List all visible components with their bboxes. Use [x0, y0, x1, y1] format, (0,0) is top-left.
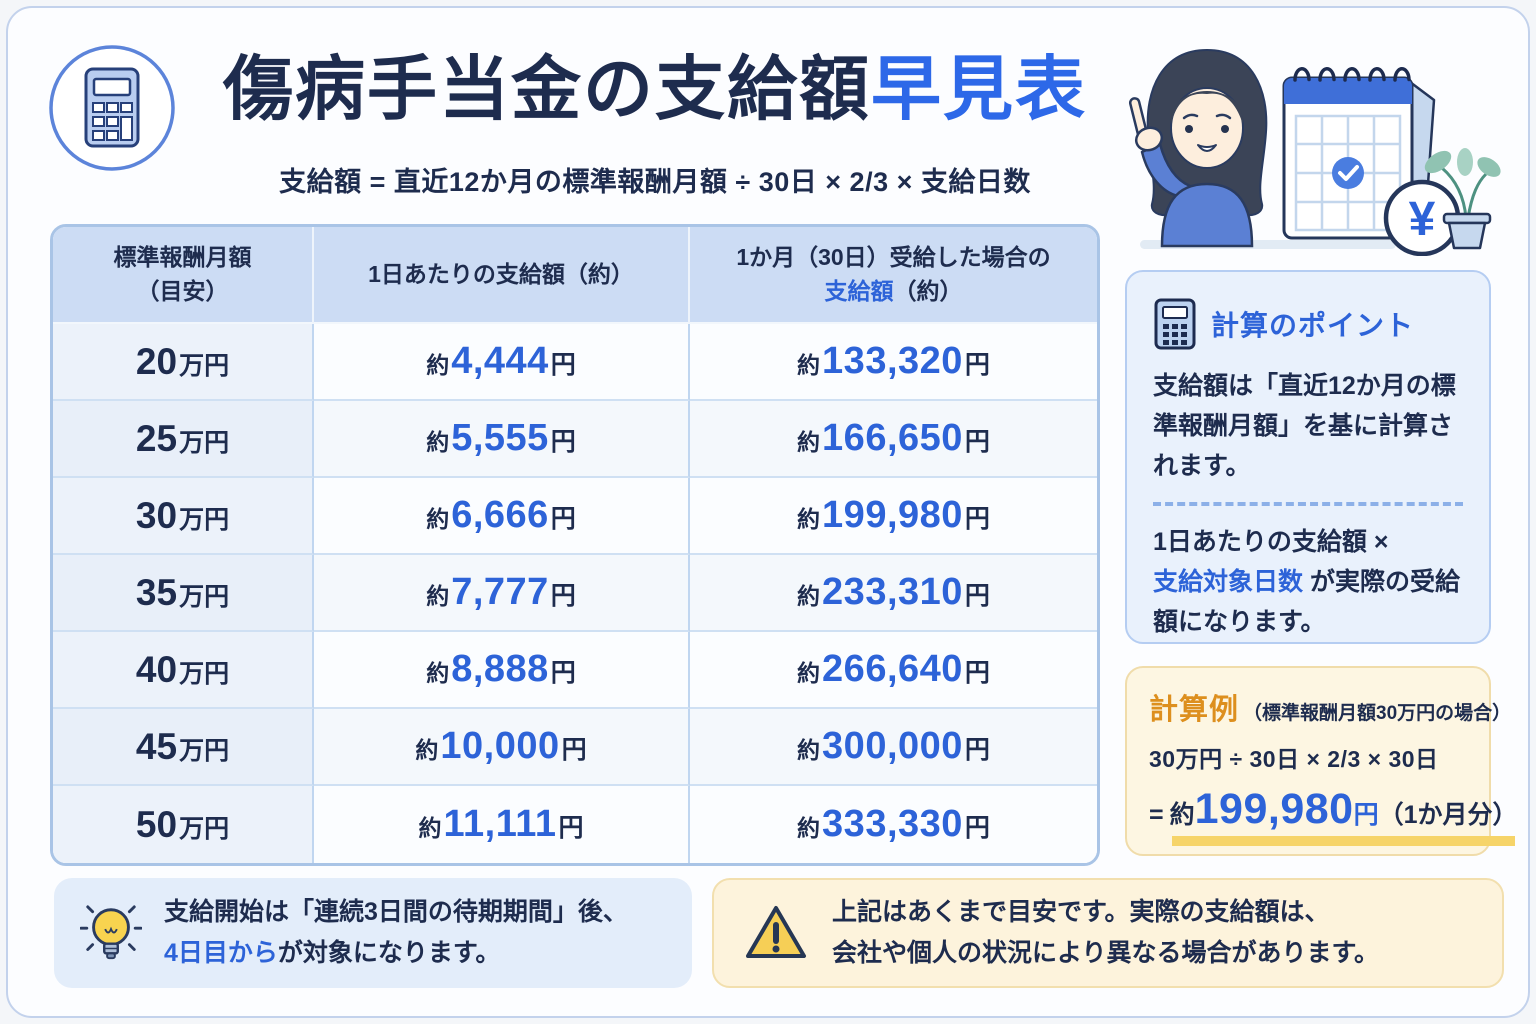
table-row: 50 万円 約 11,111 円 約 333,330 円	[53, 786, 1097, 863]
calculation-point-box: 計算のポイント 支給額は「直近12か月の標準報酬月額」を基に計算されます。 1日…	[1125, 270, 1491, 644]
table-header-row: 標準報酬月額 （目安） 1日あたりの支給額（約） 1か月（30日）受給した場合の支…	[53, 227, 1097, 324]
point-box-title: 計算のポイント	[1211, 310, 1415, 341]
payment-table: 標準報酬月額 （目安） 1日あたりの支給額（約） 1か月（30日）受給した場合の支…	[50, 224, 1100, 866]
table-row: 25 万円 約 5,555 円 約 166,650 円	[53, 401, 1097, 478]
table-row: 45 万円 約 10,000 円 約 300,000 円	[53, 709, 1097, 786]
title-main: 傷病手当金の支給額	[223, 50, 871, 128]
warning-text: 上記はあくまで目安です。実際の支給額は、 会社や個人の状況により異なる場合がありま…	[832, 897, 1380, 967]
dashed-divider	[1153, 502, 1463, 506]
table-row: 30 万円 約 6,666 円 約 199,980 円	[53, 478, 1097, 555]
tip-text: 支給開始は「連続3日間の待期期間」後、 4日目からが対象になります。	[164, 897, 628, 967]
result-highlight: 約 199,980 円（1か月分）	[1170, 785, 1518, 836]
example-title-note: （標準報酬月額30万円の場合）	[1243, 703, 1512, 724]
example-title: 計算例	[1149, 694, 1240, 726]
warning-icon	[746, 906, 806, 958]
example-formula: 30万円 ÷ 30日 × 2/3 × 30日	[1149, 745, 1439, 772]
disclaimer-note: 上記はあくまで目安です。実際の支給額は、 会社や個人の状況により異なる場合がありま…	[712, 878, 1504, 988]
header-monthly-salary: 標準報酬月額 （目安）	[53, 227, 314, 324]
table-row: 35 万円 約 7,777 円 約 233,310 円	[53, 555, 1097, 632]
check-icon	[1338, 165, 1359, 181]
point-paragraph-2: 1日あたりの支給額 × 支給対象日数 が実際の受給額になります。	[1153, 528, 1460, 636]
point-paragraph-1: 支給額は「直近12か月の標準報酬月額」を基に計算されます。	[1153, 372, 1456, 480]
woman-illustration	[1128, 48, 1268, 248]
formula-line: 支給額 = 直近12か月の標準報酬月額 ÷ 30日 × 2/3 × 支給日数	[279, 167, 1031, 197]
table-row: 40 万円 約 8,888 円 約 266,640 円	[53, 632, 1097, 709]
header-monthly-amount: 1か月（30日）受給した場合の 支給額（約）	[690, 227, 1097, 324]
calendar-rings	[1293, 67, 1411, 82]
calendar-check-circle	[1332, 157, 1364, 189]
page-title: 傷病手当金の支給額早見表	[185, 46, 1125, 134]
lightbulb-icon	[80, 905, 142, 960]
table-row: 20 万円 約 4,444 円 約 133,320 円	[53, 324, 1097, 401]
calculator-small-icon	[1154, 298, 1196, 350]
calculator-icon	[49, 45, 175, 171]
title-accent: 早見表	[871, 50, 1087, 128]
calendar-icon	[1282, 67, 1436, 242]
header-daily-amount: 1日あたりの支給額（約）	[314, 227, 690, 324]
header-illustration: ¥	[1128, 48, 1501, 256]
waiting-period-note: 支給開始は「連続3日間の待期期間」後、 4日目からが対象になります。	[54, 878, 692, 988]
calculation-example-box: 計算例 （標準報酬月額30万円の場合） 30万円 ÷ 30日 × 2/3 × 3…	[1125, 666, 1517, 856]
plant-icon	[1424, 148, 1501, 250]
yen-symbol: ¥	[1409, 193, 1436, 246]
example-result: = 約 199,980 円（1か月分）	[1149, 785, 1517, 836]
